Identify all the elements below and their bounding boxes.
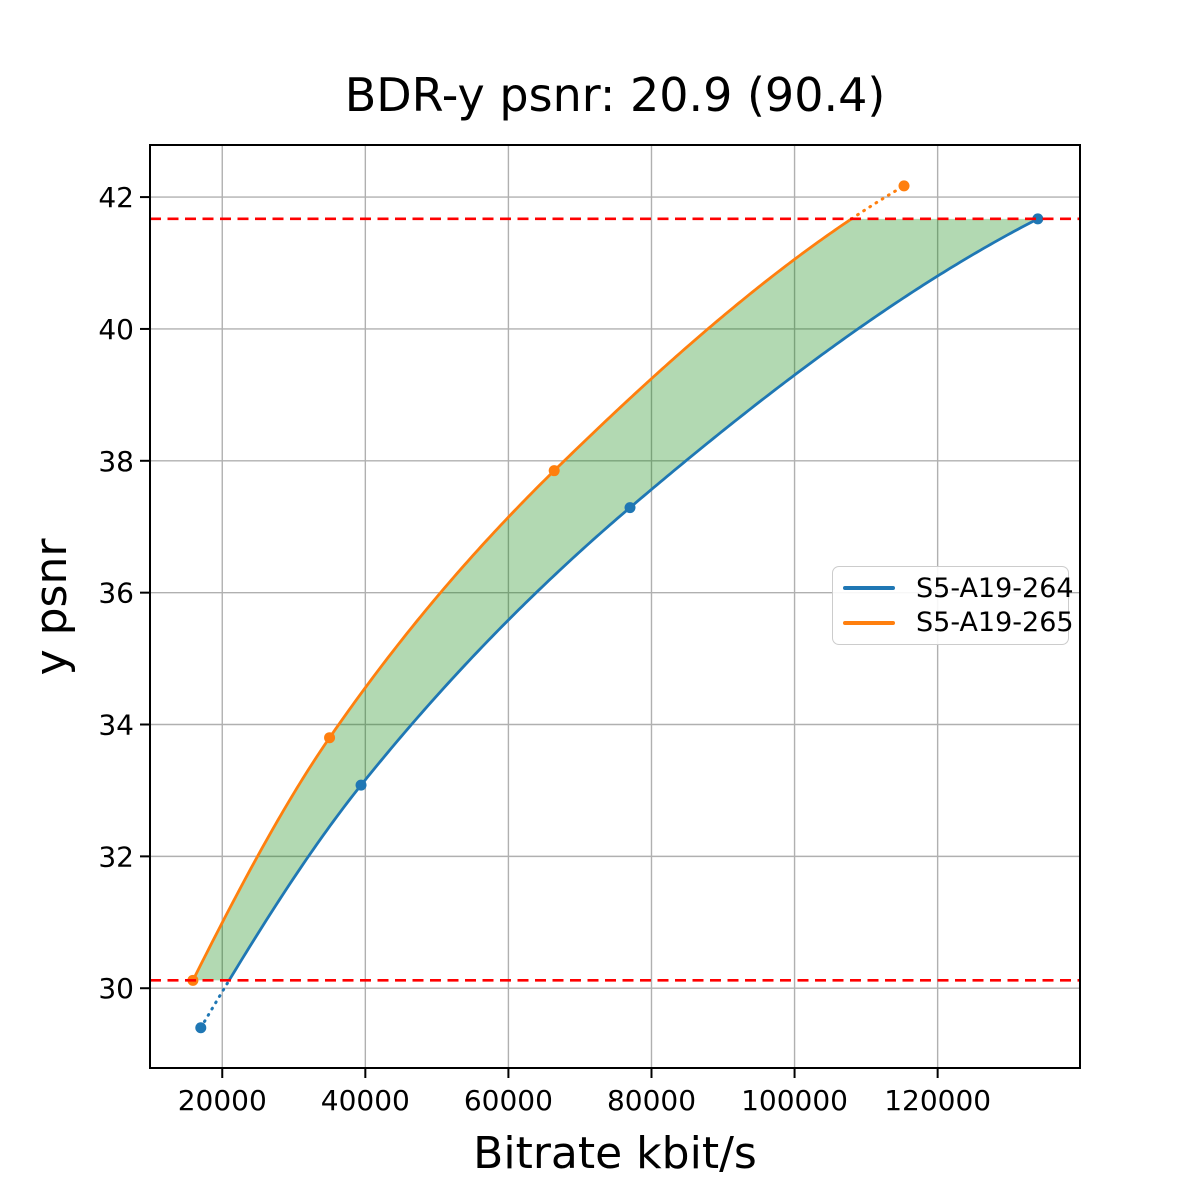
data-point-marker (355, 779, 367, 791)
legend-line-sample-blue (843, 586, 895, 591)
y-tick-label: 30 (98, 972, 134, 1005)
series-265-curve (191, 217, 853, 982)
x-tick-label: 80000 (607, 1084, 696, 1117)
x-axis-label: Bitrate kbit/s (473, 1128, 757, 1179)
y-tick-label: 34 (98, 709, 134, 742)
data-point-marker (548, 465, 560, 477)
y-tick-label: 40 (98, 313, 134, 346)
x-tick-label: 20000 (178, 1084, 267, 1117)
x-tick-label: 60000 (464, 1084, 553, 1117)
data-point-marker (324, 732, 336, 744)
data-point-marker (195, 1022, 207, 1034)
plot-border (149, 144, 1081, 1069)
data-point-marker (624, 502, 636, 514)
series-264-dotted-segment (199, 978, 231, 1030)
x-tick-label: 100000 (741, 1084, 848, 1117)
axes: 20000 40000 60000 80000 100000 120000 30 32 34 36… (98, 144, 1081, 1117)
y-tick-label: 42 (98, 181, 134, 214)
overlap-boundary-lines (150, 217, 1080, 982)
legend-line-sample-orange (843, 620, 895, 625)
y-tick-label: 36 (98, 577, 134, 610)
legend-label: S5-A19-264 (916, 572, 1074, 604)
chart-title: BDR-y psnr: 20.9 (90.4) (344, 68, 886, 122)
y-tick-label: 38 (98, 445, 134, 478)
x-tick-label: 120000 (884, 1084, 991, 1117)
data-point-marker (1032, 213, 1044, 225)
x-tick-label: 40000 (321, 1084, 410, 1117)
legend: S5-A19-264 S5-A19-265 (832, 566, 1074, 645)
legend-entry: S5-A19-265 (833, 609, 1074, 636)
legend-label: S5-A19-265 (916, 607, 1074, 639)
legend-entry: S5-A19-264 (833, 575, 1074, 602)
y-tick-label: 32 (98, 840, 134, 873)
series-265-dotted-segment (850, 184, 906, 221)
data-point-marker (898, 180, 910, 192)
y-axis-label: y psnr (26, 538, 77, 676)
